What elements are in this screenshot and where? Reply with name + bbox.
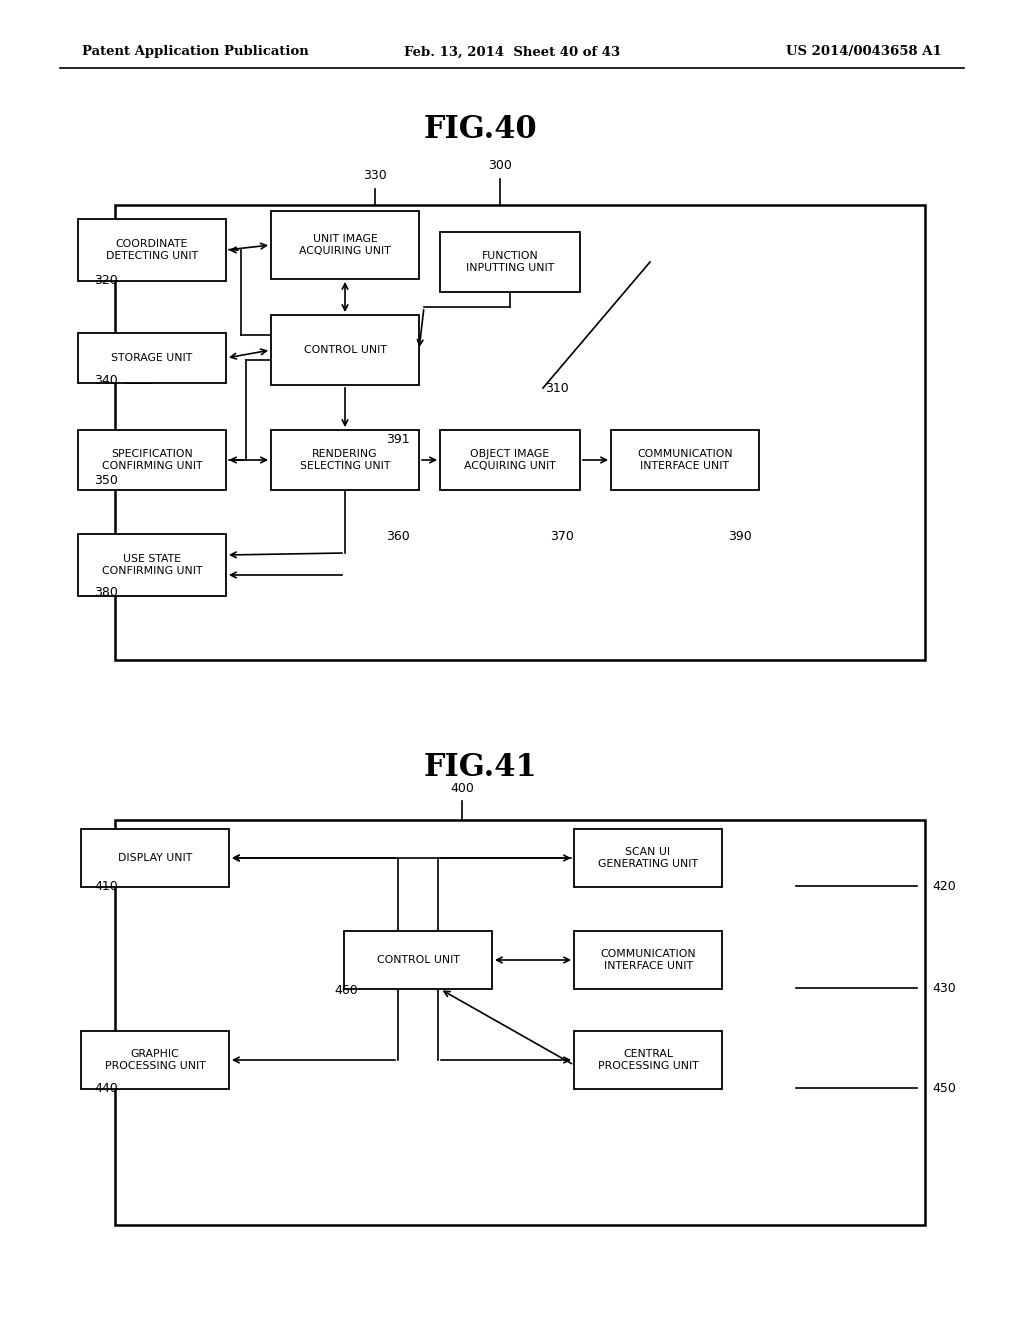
Bar xyxy=(115,820,925,1225)
Text: 440: 440 xyxy=(94,1081,118,1094)
Text: UNIT IMAGE
ACQUIRING UNIT: UNIT IMAGE ACQUIRING UNIT xyxy=(299,234,391,256)
Text: 410: 410 xyxy=(94,879,118,892)
Text: 391: 391 xyxy=(386,433,410,446)
Text: 300: 300 xyxy=(488,158,512,172)
Text: DISPLAY UNIT: DISPLAY UNIT xyxy=(118,853,193,863)
Text: COMMUNICATION
INTERFACE UNIT: COMMUNICATION INTERFACE UNIT xyxy=(637,449,733,471)
Bar xyxy=(271,315,419,385)
Bar xyxy=(81,1031,229,1089)
Text: 420: 420 xyxy=(932,879,955,892)
Text: CENTRAL
PROCESSING UNIT: CENTRAL PROCESSING UNIT xyxy=(598,1049,698,1072)
Bar xyxy=(271,211,419,279)
Bar xyxy=(611,430,759,490)
Text: 400: 400 xyxy=(451,781,474,795)
Text: Feb. 13, 2014  Sheet 40 of 43: Feb. 13, 2014 Sheet 40 of 43 xyxy=(403,45,621,58)
Text: 330: 330 xyxy=(364,169,387,182)
Text: RENDERING
SELECTING UNIT: RENDERING SELECTING UNIT xyxy=(300,449,390,471)
Text: 350: 350 xyxy=(94,474,118,487)
Text: SCAN UI
GENERATING UNIT: SCAN UI GENERATING UNIT xyxy=(598,847,698,869)
Text: Patent Application Publication: Patent Application Publication xyxy=(82,45,309,58)
Bar xyxy=(81,829,229,887)
Bar xyxy=(78,333,226,383)
Text: 360: 360 xyxy=(386,531,410,543)
Text: US 2014/0043658 A1: US 2014/0043658 A1 xyxy=(786,45,942,58)
Text: GRAPHIC
PROCESSING UNIT: GRAPHIC PROCESSING UNIT xyxy=(104,1049,206,1072)
Bar xyxy=(574,829,722,887)
Text: 450: 450 xyxy=(932,1081,955,1094)
Text: OBJECT IMAGE
ACQUIRING UNIT: OBJECT IMAGE ACQUIRING UNIT xyxy=(464,449,556,471)
Text: FIG.41: FIG.41 xyxy=(423,752,537,784)
Bar xyxy=(78,430,226,490)
Text: 430: 430 xyxy=(932,982,955,994)
Text: 380: 380 xyxy=(94,586,118,599)
Text: 320: 320 xyxy=(94,273,118,286)
Text: USE STATE
CONFIRMING UNIT: USE STATE CONFIRMING UNIT xyxy=(101,554,203,577)
Bar xyxy=(78,219,226,281)
Text: STORAGE UNIT: STORAGE UNIT xyxy=(112,352,193,363)
Text: FIG.40: FIG.40 xyxy=(423,115,537,145)
Text: FUNCTION
INPUTTING UNIT: FUNCTION INPUTTING UNIT xyxy=(466,251,554,273)
Text: 310: 310 xyxy=(545,381,568,395)
Bar xyxy=(440,232,580,292)
Text: 390: 390 xyxy=(728,531,752,543)
Bar xyxy=(78,535,226,597)
Bar xyxy=(440,430,580,490)
Text: 370: 370 xyxy=(550,531,573,543)
Text: COMMUNICATION
INTERFACE UNIT: COMMUNICATION INTERFACE UNIT xyxy=(600,949,696,972)
Text: CONTROL UNIT: CONTROL UNIT xyxy=(303,345,386,355)
Text: 340: 340 xyxy=(94,374,118,387)
Bar xyxy=(344,931,492,989)
Bar xyxy=(271,430,419,490)
Text: COORDINATE
DETECTING UNIT: COORDINATE DETECTING UNIT xyxy=(105,239,198,261)
Bar xyxy=(115,205,925,660)
Text: CONTROL UNIT: CONTROL UNIT xyxy=(377,954,460,965)
Text: 460: 460 xyxy=(334,983,358,997)
Text: SPECIFICATION
CONFIRMING UNIT: SPECIFICATION CONFIRMING UNIT xyxy=(101,449,203,471)
Bar xyxy=(574,1031,722,1089)
Bar xyxy=(574,931,722,989)
